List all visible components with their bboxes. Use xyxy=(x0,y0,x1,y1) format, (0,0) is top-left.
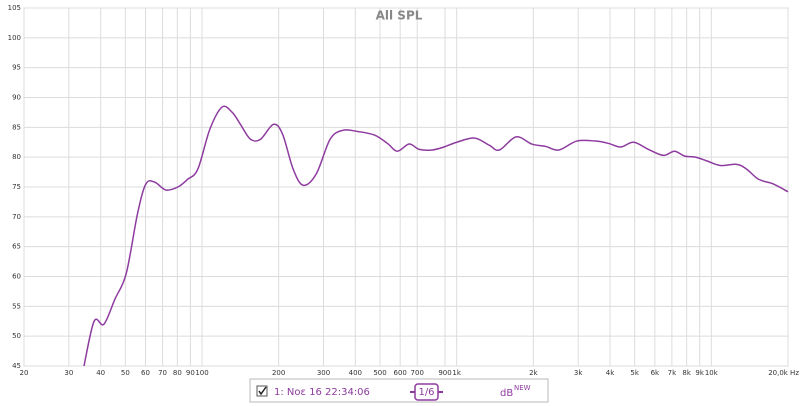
x-tick-label: 700 xyxy=(411,369,424,377)
legend-box xyxy=(249,378,549,403)
y-tick-label: 55 xyxy=(12,302,21,310)
y-tick-label: 105 xyxy=(8,4,21,12)
checkbox[interactable] xyxy=(256,385,268,397)
x-tick-label: 80 xyxy=(173,369,182,377)
x-tick-label: 100 xyxy=(195,369,208,377)
x-tick-label: 1k xyxy=(452,369,461,377)
y-tick-label: 45 xyxy=(12,362,21,370)
y-tick-label: 70 xyxy=(12,213,21,221)
y-tick-label: 90 xyxy=(12,94,21,102)
y-tick-label: 100 xyxy=(8,34,21,42)
x-tick-label: 60 xyxy=(141,369,150,377)
x-tick-label: 6k xyxy=(651,369,660,377)
y-tick-label: 50 xyxy=(12,332,21,340)
y-tick-label: 60 xyxy=(12,273,21,281)
x-tick-label: 7k xyxy=(668,369,677,377)
x-tick-label: 4k xyxy=(606,369,615,377)
x-tick-label: 90 xyxy=(186,369,195,377)
x-tick-label: 70 xyxy=(158,369,167,377)
y-tick-label: 65 xyxy=(12,243,21,251)
spl-line xyxy=(83,105,789,367)
smoothing-label: 1/6 xyxy=(418,387,434,398)
x-tick-label: 10k xyxy=(705,369,719,377)
x-tick-label: 500 xyxy=(373,369,386,377)
legend: 1: Νοε 16 22:34:06 1/6 dB NEW xyxy=(249,378,549,403)
x-tick-label: 3k xyxy=(574,369,583,377)
legend-label[interactable]: 1: Νοε 16 22:34:06 xyxy=(274,387,370,398)
x-tick-label: 50 xyxy=(121,369,130,377)
x-tick-label: 40 xyxy=(96,369,105,377)
x-tick-label: 30 xyxy=(64,369,73,377)
x-tick-label: 200 xyxy=(272,369,285,377)
x-tick-label: 9k xyxy=(695,369,704,377)
y-tick-label: 95 xyxy=(12,64,21,72)
x-tick-label: 20,0k Hz xyxy=(768,369,799,377)
y-tick-label: 85 xyxy=(12,123,21,131)
check-mark xyxy=(258,386,267,396)
y-tick-label: 80 xyxy=(12,153,21,161)
x-tick-label: 400 xyxy=(349,369,362,377)
unit-badge: NEW xyxy=(514,384,531,392)
smoothing-button[interactable] xyxy=(414,383,439,401)
unit-label[interactable]: dB xyxy=(500,388,513,399)
x-tick-label: 900 xyxy=(438,369,451,377)
x-tick-label: 8k xyxy=(682,369,691,377)
x-tick-label: 20 xyxy=(20,369,29,377)
x-tick-label: 600 xyxy=(393,369,406,377)
grid xyxy=(23,7,789,367)
x-tick-label: 5k xyxy=(630,369,639,377)
y-tick-label: 75 xyxy=(12,183,21,191)
x-tick-label: 300 xyxy=(317,369,330,377)
chart-title: All SPL xyxy=(376,9,423,23)
x-tick-label: 2k xyxy=(529,369,538,377)
